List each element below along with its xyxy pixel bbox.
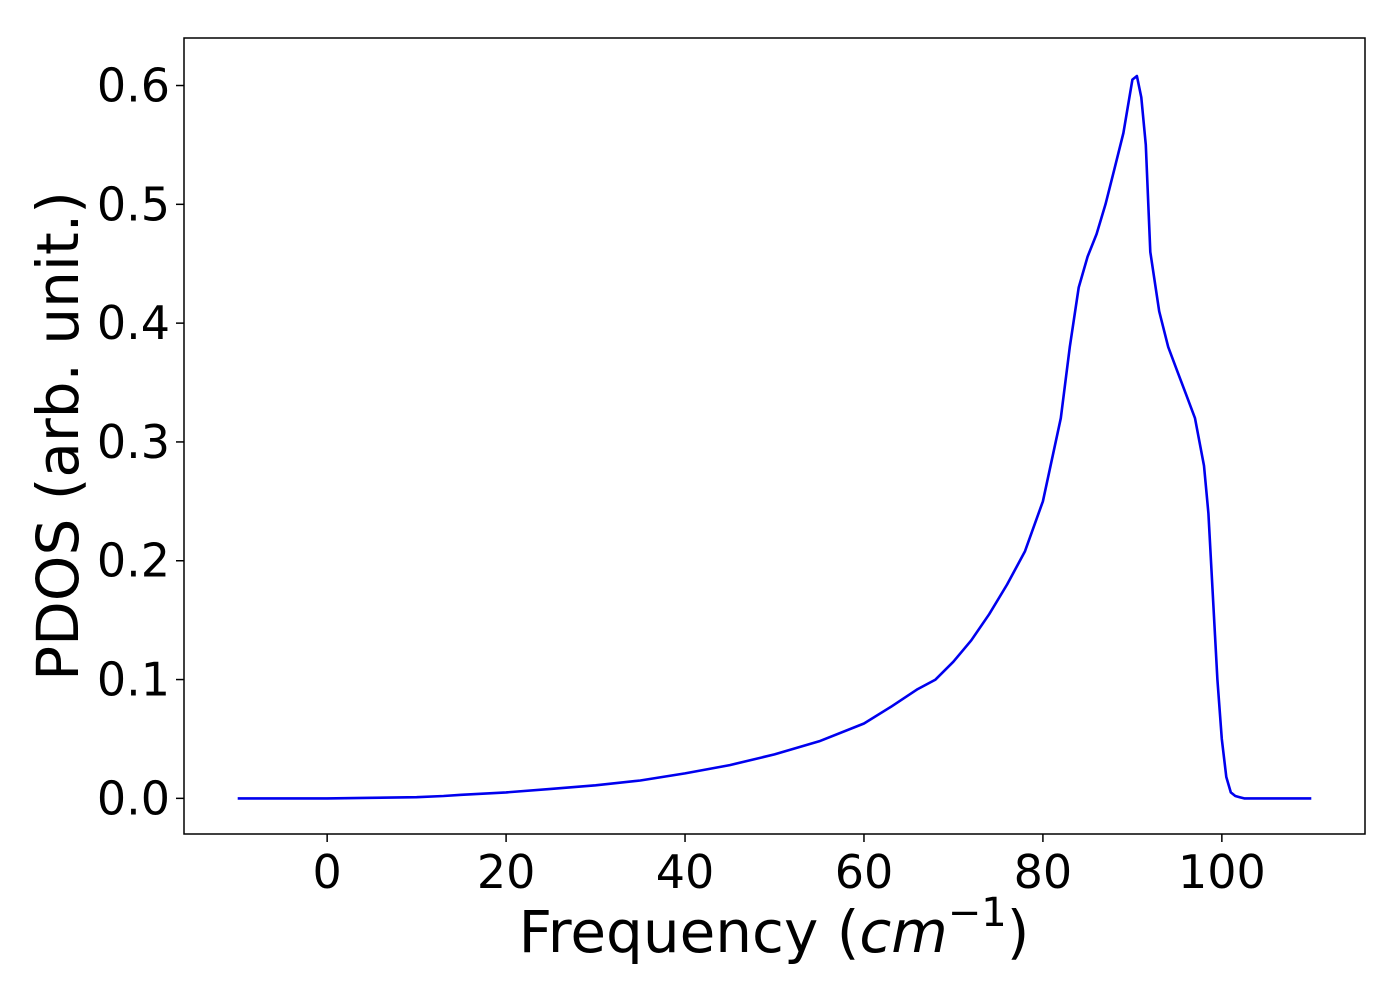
x-tick-label: 40 [656,845,715,899]
x-axis-title-close: ) [1007,898,1030,966]
y-tick-label: 0.4 [97,296,170,350]
x-axis-title-exponent: −1 [948,890,1007,936]
x-axis-title: Frequency (cm−1) [519,890,1030,966]
y-axis-ticks: 0.0 0.1 0.2 0.3 0.4 0.5 0.6 [97,59,184,825]
y-axis-title: PDOS (arb. unit.) [24,191,92,681]
x-tick-label: 80 [1014,845,1073,899]
pdos-series-line [237,74,1312,800]
y-tick-label: 0.0 [97,771,170,825]
y-tick-label: 0.2 [97,534,170,588]
y-tick-label: 0.1 [97,653,170,707]
x-tick-label: 60 [835,845,894,899]
x-tick-label: 20 [477,845,536,899]
x-tick-label: 0 [313,845,342,899]
x-axis-ticks: 0 20 40 60 80 100 [313,834,1266,899]
x-axis-title-unit: cm [859,898,947,966]
y-tick-label: 0.6 [97,59,170,113]
y-tick-label: 0.5 [97,177,170,231]
plot-frame [183,37,1366,835]
x-axis-title-text: Frequency ( [519,898,860,966]
y-tick-label: 0.3 [97,415,170,469]
series-layer [237,74,1312,800]
x-tick-label: 100 [1178,845,1266,899]
